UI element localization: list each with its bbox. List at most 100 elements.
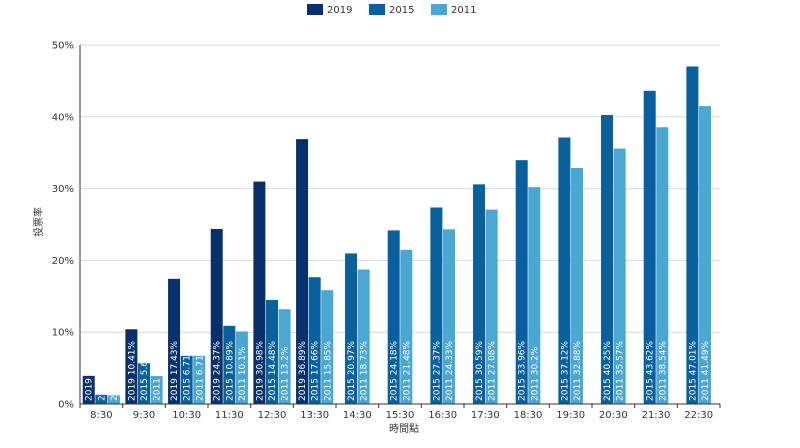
legend-swatch-2011: [431, 4, 447, 15]
legend-swatch-2015: [369, 4, 385, 15]
bar-data-label: 2019 30.98%: [255, 340, 265, 401]
x-tick-label: 13:30: [300, 410, 329, 421]
bar-data-label: 2015 30.59%: [475, 340, 485, 401]
bar-data-label: 2011 38.54%: [658, 340, 668, 401]
bar-2019: [296, 139, 309, 404]
bar-data-label: 2011 32.88%: [573, 340, 583, 401]
bar-2011: [150, 376, 163, 404]
bar-2011: [193, 355, 206, 404]
x-tick-label: 10:30: [172, 410, 201, 421]
bar-2015: [95, 394, 108, 404]
bar-data-label: 2015 20.97%: [347, 340, 357, 401]
bar-2011: [442, 229, 455, 404]
gridlines: [80, 44, 720, 333]
bar-2019: [168, 278, 181, 404]
legend-label: 2015: [389, 5, 414, 16]
bar-data-label: 2011 27.08%: [488, 340, 498, 401]
bar-data-label: 2015 14.48%: [268, 340, 278, 401]
x-tick-label: 8:30: [90, 410, 112, 421]
x-tick-label: 20:30: [599, 410, 628, 421]
bar-2011: [485, 209, 498, 404]
bar-2011: [613, 148, 626, 404]
bar-data-label: 2015 24.18%: [390, 340, 400, 401]
bar-2011: [107, 395, 120, 404]
bar-data-label: 2015 33.96%: [518, 340, 528, 401]
bar-2011: [400, 249, 413, 404]
bar-2019: [82, 375, 95, 404]
y-tick-label: 30%: [52, 184, 74, 195]
bar-2015: [223, 325, 236, 404]
bar-data-label: 2019 24.37%: [213, 340, 223, 401]
legend-swatch-2019: [307, 4, 323, 15]
bar-data-label: 2015 43.62%: [646, 340, 656, 401]
bar-2011: [321, 290, 334, 404]
axes: 0% 10% 20% 30% 40% 50% 8:30 9:30 10:30 11:30 12:30…: [52, 41, 721, 421]
bar-2015: [473, 184, 486, 404]
bar-2011: [278, 309, 291, 404]
bar-2011: [656, 127, 669, 404]
bar-data-label: 2019 3.92%: [85, 346, 95, 401]
bar-data-label: 2011 21.48%: [402, 340, 412, 401]
bar-2011: [235, 331, 248, 404]
bar-2011: [357, 269, 370, 404]
bar-2019: [210, 229, 223, 404]
bar-data-label: 2011 1.19%: [110, 346, 120, 401]
bar-data-label: 2019 17.43%: [170, 340, 180, 401]
bar-data-label: 2011 10.1%: [238, 346, 248, 401]
bar-2015: [430, 207, 443, 404]
bar-2015: [345, 253, 358, 404]
bar-2015: [686, 66, 699, 404]
bar-data-label: 2011 35.57%: [616, 340, 626, 401]
y-tick-label: 10%: [52, 328, 74, 339]
bar-data-label: 2015 37.12%: [560, 340, 570, 401]
y-tick-label: 40%: [52, 112, 74, 123]
x-tick-label: 19:30: [556, 410, 585, 421]
y-axis-title: 投票率: [32, 207, 45, 237]
bar-data-label: 2011 6.71%: [195, 346, 205, 401]
bar-2015: [138, 363, 150, 404]
y-tick-label: 0%: [58, 400, 74, 411]
bar-2015: [643, 90, 656, 404]
bar-data-label: 2015 5.68%: [140, 346, 150, 401]
bar-data-label: 2011 13.2%: [281, 346, 291, 401]
x-tick-label: 16:30: [428, 410, 457, 421]
bar-2015: [180, 355, 193, 404]
bar-data-label: 2019 36.89%: [298, 340, 308, 401]
legend-label: 2011: [451, 5, 476, 16]
bar-data-label: 2015 6.71%: [183, 346, 193, 401]
y-tick-label: 50%: [52, 41, 74, 52]
bar-2015: [308, 277, 321, 404]
bar-data-label: 2011 24.33%: [445, 340, 455, 401]
x-tick-label: 9:30: [133, 410, 155, 421]
y-tick-label: 20%: [52, 256, 74, 267]
bar-2011: [698, 106, 711, 404]
x-tick-label: 22:30: [684, 410, 713, 421]
bar-2015: [558, 137, 571, 404]
bar-labels: 2019 3.92% 2015 1.28% 2011 1.19% 2019 10.41…: [85, 340, 711, 401]
bars: [82, 66, 711, 404]
bar-data-label: 2011 3.89%: [153, 346, 163, 401]
x-tick-label: 18:30: [514, 410, 543, 421]
x-tick-label: 14:30: [343, 410, 372, 421]
x-tick-label: 11:30: [215, 410, 244, 421]
legend-label: 2019: [327, 5, 352, 16]
bar-data-label: 2011 18.73%: [360, 340, 370, 401]
legend: 2019 2015 2011: [307, 4, 476, 16]
bar-data-label: 2015 10.89%: [225, 340, 235, 401]
bar-2011: [528, 187, 541, 404]
bar-data-label: 2011 30.2%: [530, 346, 540, 401]
bar-2015: [515, 160, 528, 404]
bar-data-label: 2015 17.66%: [311, 340, 321, 401]
x-tick-label: 21:30: [642, 410, 671, 421]
bar-data-label: 2019 10.41%: [127, 340, 137, 401]
bar-data-label: 2015 47.01%: [688, 340, 698, 401]
x-tick-label: 17:30: [471, 410, 500, 421]
bar-data-label: 2015 40.25%: [603, 340, 613, 401]
x-axis-title: 時間點: [389, 422, 419, 435]
bar-2015: [387, 230, 400, 404]
bar-data-label: 2011 41.49%: [701, 340, 711, 401]
bar-2019: [253, 181, 266, 404]
bar-2019: [125, 329, 138, 404]
bar-data-label: 2011 15.85%: [323, 340, 333, 401]
